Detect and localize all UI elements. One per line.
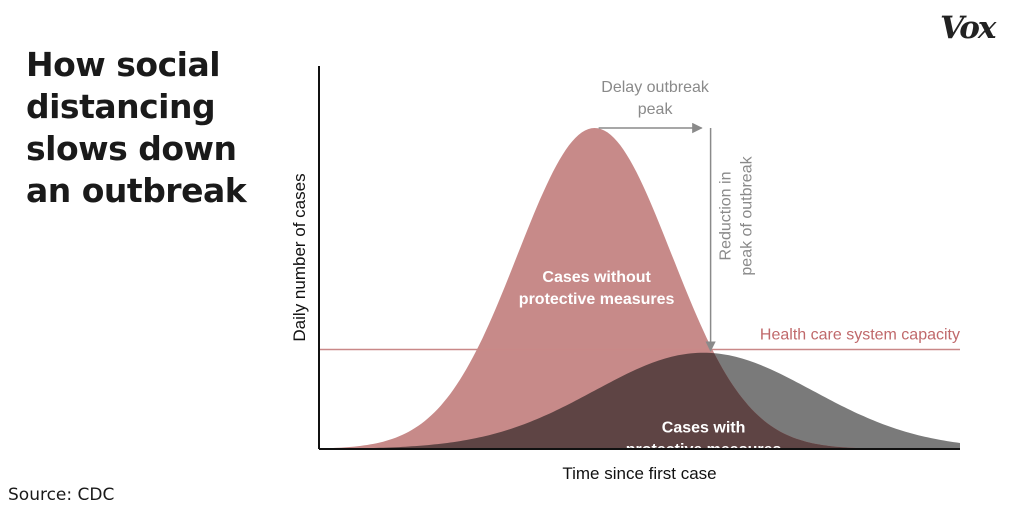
capacity-label: Health care system capacity (760, 326, 960, 343)
without-measures-label-line1: Cases without (542, 269, 651, 286)
without-measures-label-line2: protective measures (519, 291, 675, 308)
with-measures-label-line1: Cases with (662, 420, 746, 437)
x-axis-label: Time since first case (562, 464, 716, 483)
source-note: Source: CDC (8, 485, 115, 505)
area-without-measures (319, 128, 960, 449)
delay-label-line1: Delay outbreak (601, 79, 710, 96)
y-axis-label: Daily number of cases (290, 173, 309, 341)
with-measures-label-line2: protective measures (626, 442, 782, 459)
reduction-label-line2: peak of outbreak (739, 155, 756, 275)
delay-label-line2: peak (638, 101, 674, 118)
vox-logo: Vox (940, 10, 996, 46)
chart-title: How social distancing slows down an outb… (26, 45, 247, 210)
reduction-label-line1: Reduction in (718, 172, 735, 261)
reduction-label: Reduction in peak of outbreak (718, 155, 756, 275)
